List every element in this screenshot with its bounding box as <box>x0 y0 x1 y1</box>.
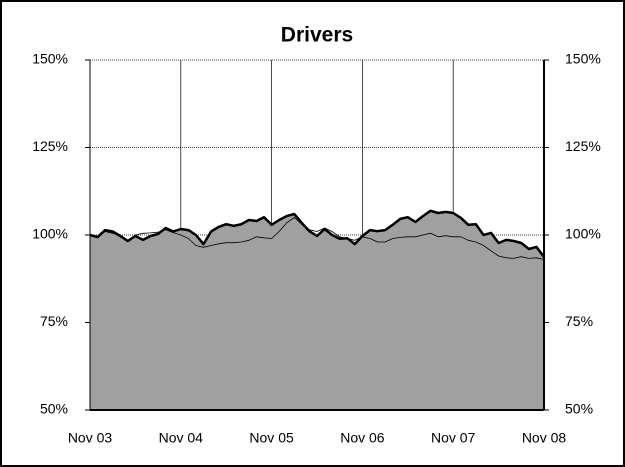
x-tick-label: Nov 03 <box>68 430 113 446</box>
y2-tick-label: 75% <box>565 313 593 329</box>
x-tick-label: Nov 07 <box>431 430 476 446</box>
y-tick-label: 75% <box>40 313 68 329</box>
y-tick-label: 125% <box>32 138 68 154</box>
y2-tick-label: 100% <box>565 226 601 242</box>
x-tick-label: Nov 05 <box>249 430 294 446</box>
y-tick-label: 100% <box>32 226 68 242</box>
area <box>90 210 544 410</box>
line <box>89 209 545 258</box>
y-tick-label: 50% <box>40 401 68 417</box>
x-tick-label: Nov 04 <box>159 430 204 446</box>
y2-tick-label: 150% <box>565 51 601 67</box>
line <box>89 217 545 260</box>
y2-tick-label: 50% <box>565 401 593 417</box>
x-tick-label: Nov 08 <box>522 430 567 446</box>
y-tick-label: 150% <box>32 51 68 67</box>
y2-tick-label: 125% <box>565 138 601 154</box>
x-tick-label: Nov 06 <box>340 430 385 446</box>
chart-title: Drivers <box>281 24 353 47</box>
